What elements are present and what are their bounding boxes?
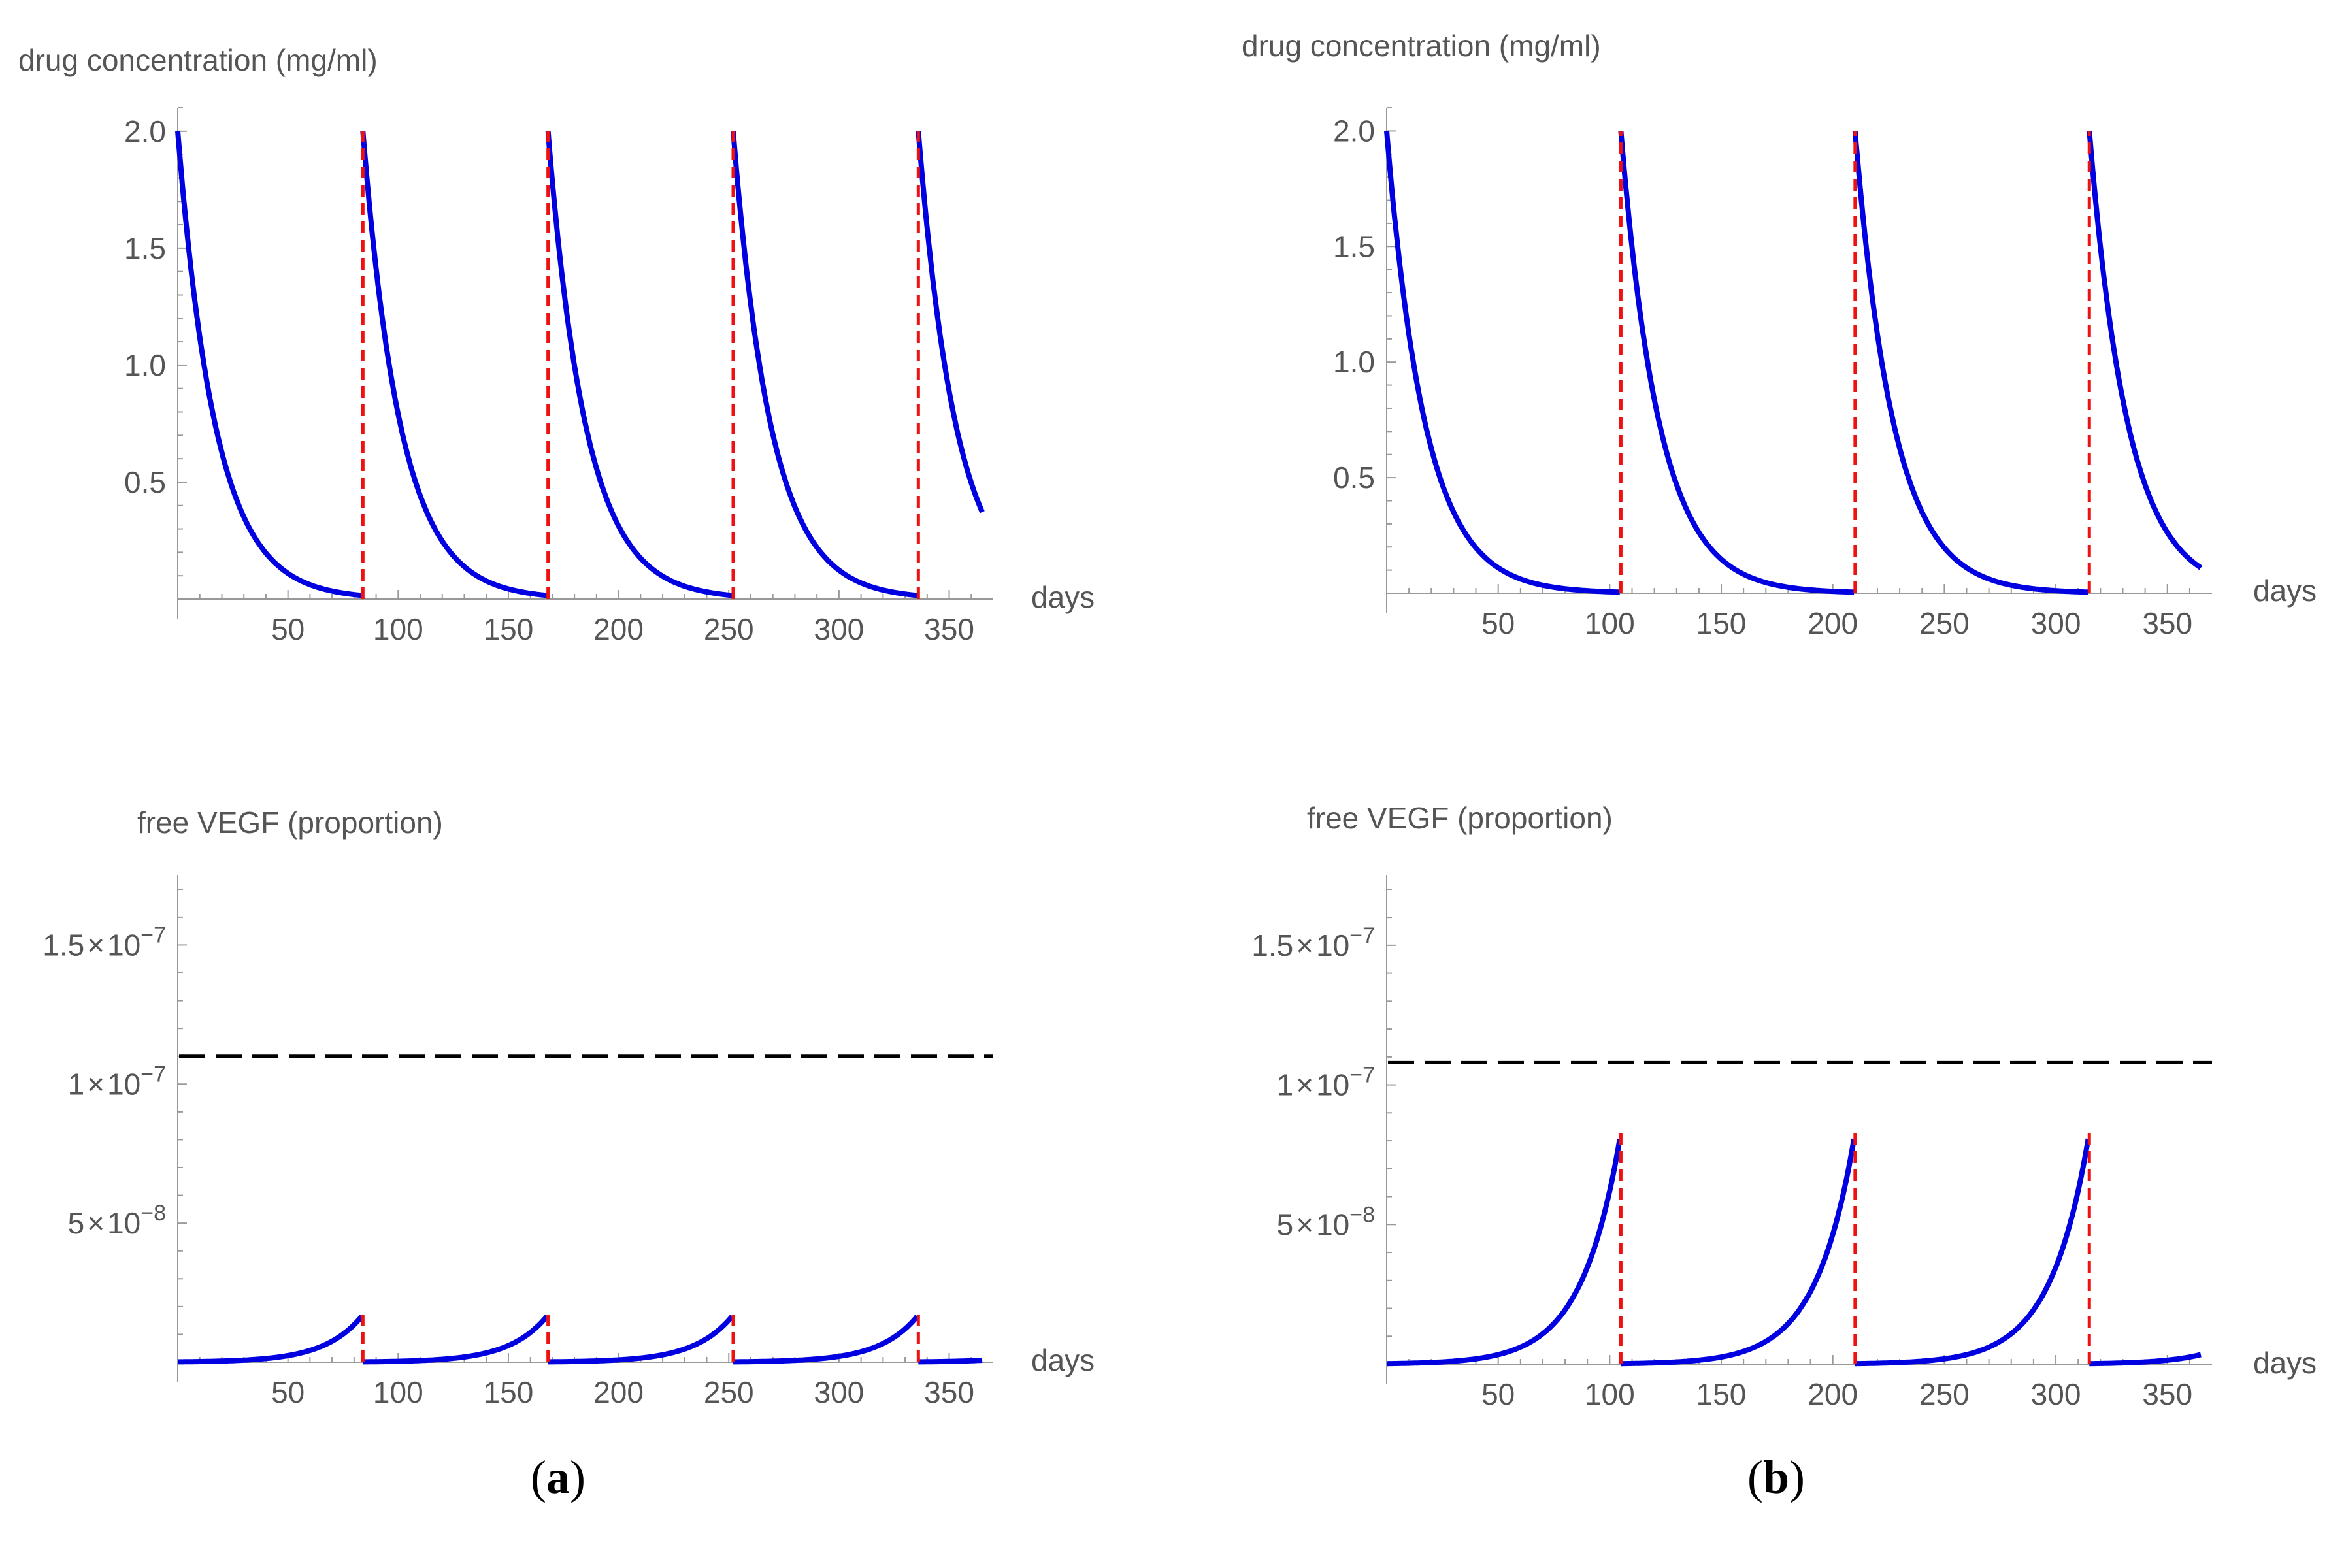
y-tick-label: 1.0 <box>1333 345 1375 379</box>
tick-base: 10 <box>1316 928 1349 962</box>
tick-times: × <box>1296 928 1313 962</box>
series-curve <box>1384 131 2203 595</box>
x-tick-label: 150 <box>484 612 534 646</box>
tick-base: 10 <box>107 1206 140 1240</box>
tick-times: × <box>87 1206 105 1240</box>
chart-title: drug concentration (mg/ml) <box>18 43 378 77</box>
chart-a-top: 50 100 150 200 250 300 350 0.5 1.0 1.5 2.0 drug con… <box>18 43 1095 646</box>
tick-mantissa: 1.5 <box>1251 928 1293 962</box>
tick-base: 10 <box>1316 1068 1349 1102</box>
x-tick-label: 100 <box>373 612 423 646</box>
y-tick-label: 0.5 <box>1333 461 1375 495</box>
tick-mantissa: 1.5 <box>42 928 84 962</box>
tick-mantissa: 5 <box>1277 1207 1294 1241</box>
chart-a-bottom: 50 100 150 200 250 300 3505×10−81×10−71.5×10−7… <box>42 806 1095 1409</box>
x-tick-label: 200 <box>1808 1377 1858 1411</box>
series-curve <box>175 131 985 598</box>
chart-b-top: 50 100 150 200 250 300 350 0.5 1.0 1.5 2.0 drug con… <box>1242 29 2317 640</box>
y-tick-label: 1×10−7 <box>1277 1063 1375 1102</box>
x-axis-label: days <box>2253 1346 2317 1380</box>
tick-exponent: −8 <box>1349 1202 1375 1227</box>
chart-b-bottom: 50 100 150 200 250 300 3505×10−81×10−71.5×10−7… <box>1251 801 2317 1411</box>
tick-exponent: −7 <box>140 1062 166 1086</box>
tick-mantissa: 1 <box>68 1067 85 1101</box>
x-axis-label: days <box>1031 580 1095 614</box>
y-tick-label: 5×10−8 <box>1277 1202 1375 1241</box>
y-tick-label: 2.0 <box>1333 114 1375 148</box>
tick-times: × <box>87 928 105 962</box>
y-tick-label: 2.0 <box>124 114 166 148</box>
y-tick-label: 0.5 <box>124 465 166 499</box>
tick-base: 10 <box>107 1067 140 1101</box>
x-tick-label: 150 <box>1696 1377 1747 1411</box>
x-tick-label: 150 <box>484 1375 534 1409</box>
x-tick-label: 150 <box>1696 606 1747 640</box>
x-tick-label: 100 <box>1585 1377 1635 1411</box>
x-tick-label: 200 <box>1808 606 1858 640</box>
tick-mantissa: 1 <box>1277 1068 1294 1102</box>
x-tick-label: 250 <box>1919 1377 1970 1411</box>
tick-exponent: −7 <box>1349 1063 1375 1088</box>
x-axis-label: days <box>2253 574 2317 608</box>
tick-exponent: −7 <box>140 923 166 947</box>
series-curve <box>176 1315 984 1365</box>
panel-label-b: (b) <box>1747 1451 1805 1503</box>
x-tick-label: 350 <box>2142 606 2192 640</box>
x-tick-label: 200 <box>593 612 644 646</box>
x-tick-label: 350 <box>2142 1377 2192 1411</box>
x-tick-label: 300 <box>814 1375 865 1409</box>
x-tick-label: 50 <box>271 1375 305 1409</box>
x-tick-label: 250 <box>1919 606 1970 640</box>
x-tick-label: 300 <box>2031 606 2081 640</box>
x-tick-label: 50 <box>271 612 305 646</box>
tick-exponent: −7 <box>1349 923 1375 948</box>
x-tick-label: 300 <box>2031 1377 2081 1411</box>
x-tick-label: 50 <box>1481 606 1515 640</box>
y-tick-label: 1.5 <box>1333 229 1375 263</box>
chart-title: free VEGF (proportion) <box>1307 801 1613 835</box>
tick-times: × <box>1296 1207 1313 1241</box>
x-tick-label: 350 <box>924 1375 974 1409</box>
x-tick-label: 100 <box>1585 606 1635 640</box>
tick-times: × <box>1296 1068 1313 1102</box>
x-axis-label: days <box>1031 1343 1095 1377</box>
y-tick-label: 1.5×10−7 <box>42 923 166 962</box>
x-tick-label: 50 <box>1481 1377 1515 1411</box>
x-tick-label: 250 <box>704 1375 754 1409</box>
x-tick-label: 100 <box>373 1375 423 1409</box>
y-tick-label: 1×10−7 <box>68 1062 166 1101</box>
tick-base: 10 <box>1316 1207 1349 1241</box>
tick-exponent: −8 <box>140 1201 166 1226</box>
x-tick-label: 250 <box>704 612 754 646</box>
x-tick-label: 200 <box>593 1375 644 1409</box>
tick-mantissa: 5 <box>68 1206 85 1240</box>
x-tick-label: 350 <box>924 612 974 646</box>
y-tick-label: 1.5×10−7 <box>1251 923 1375 962</box>
x-tick-label: 300 <box>814 612 865 646</box>
tick-base: 10 <box>107 928 140 962</box>
y-tick-label: 1.0 <box>124 348 166 382</box>
panel-label-a: (a) <box>531 1451 586 1503</box>
y-tick-label: 1.5 <box>124 231 166 265</box>
series-curve <box>1385 1138 2203 1367</box>
y-tick-label: 5×10−8 <box>68 1201 166 1240</box>
tick-times: × <box>87 1067 105 1101</box>
chart-title: free VEGF (proportion) <box>137 806 443 840</box>
chart-title: drug concentration (mg/ml) <box>1242 29 1601 63</box>
